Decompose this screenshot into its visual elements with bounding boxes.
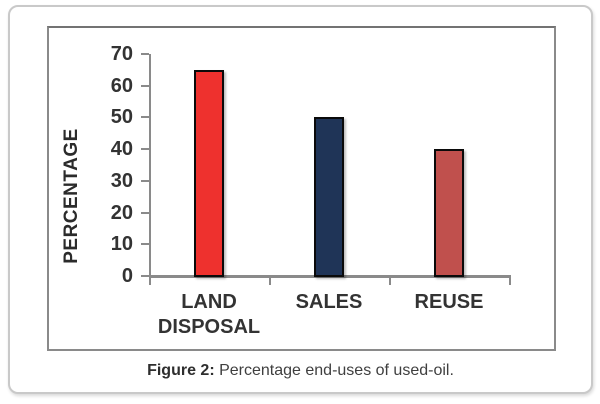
x-tick-mark: [389, 278, 391, 285]
y-tick-mark: [141, 211, 149, 214]
y-axis-line: [149, 54, 151, 279]
figure-card: 0 10 20 30 40 50 60 70 LAND DISPOSAL SALES REUSE P…: [8, 5, 593, 394]
figure-caption-text: Percentage end-uses of used-oil.: [214, 362, 454, 379]
bar-sales: [314, 117, 344, 277]
bar-reuse: [434, 149, 464, 277]
x-tick-mark: [269, 278, 271, 285]
y-tick-label: 60: [110, 74, 133, 97]
y-tick-label: 50: [110, 106, 133, 129]
figure-caption: Figure 2: Percentage end-uses of used-oi…: [10, 361, 591, 381]
plot-area: 0 10 20 30 40 50 60 70 LAND DISPOSAL SALES REUSE: [49, 28, 554, 349]
bar-land-disposal: [194, 70, 224, 277]
y-tick-mark: [141, 179, 149, 182]
category-label: LAND DISPOSAL: [157, 291, 261, 338]
chart-frame: 0 10 20 30 40 50 60 70 LAND DISPOSAL SALES REUSE P…: [47, 26, 556, 351]
y-tick-label: 0: [121, 265, 133, 287]
y-tick-mark: [141, 148, 149, 151]
y-tick-mark: [141, 116, 149, 119]
y-axis-title: PERCENTAGE: [61, 128, 82, 264]
category-label: REUSE: [414, 291, 484, 313]
y-tick-mark: [141, 243, 149, 246]
y-tick-label: 70: [110, 43, 133, 65]
figure-caption-label: Figure 2:: [147, 362, 215, 379]
y-tick-label: 30: [110, 169, 133, 192]
y-tick-mark: [141, 275, 149, 277]
y-tick-mark: [141, 53, 149, 55]
y-tick-label: 40: [110, 138, 133, 161]
x-tick-mark: [149, 278, 151, 285]
y-tick-label: 10: [110, 233, 133, 256]
y-tick-label: 20: [110, 201, 133, 224]
x-tick-mark: [509, 278, 511, 285]
category-label: SALES: [295, 291, 363, 313]
y-tick-mark: [141, 84, 149, 87]
